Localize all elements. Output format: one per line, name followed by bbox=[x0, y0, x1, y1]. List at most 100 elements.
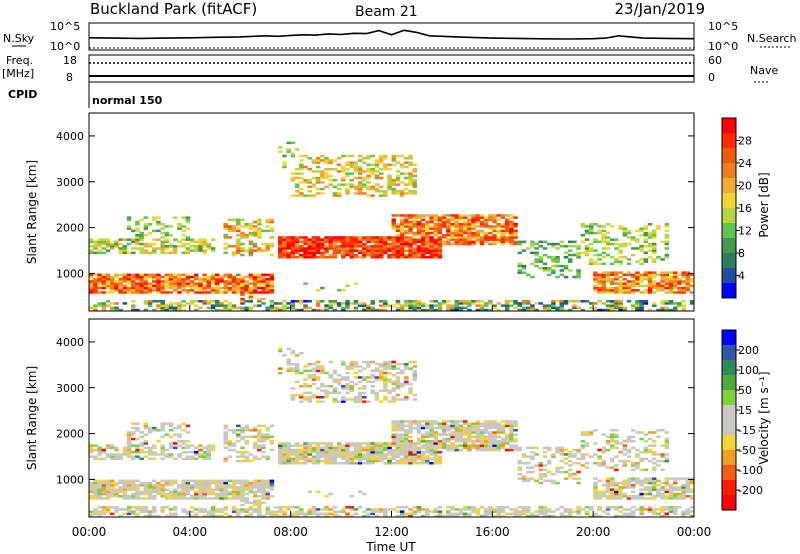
heatmap-cell bbox=[664, 508, 670, 511]
heatmap-cell bbox=[110, 457, 115, 461]
heatmap-cell bbox=[391, 448, 396, 452]
heatmap-cell bbox=[668, 510, 674, 513]
heatmap-cell bbox=[357, 365, 363, 368]
heatmap-cell bbox=[131, 486, 136, 489]
heatmap-cell bbox=[429, 440, 434, 443]
heatmap-cell bbox=[513, 446, 518, 450]
heatmap-cell bbox=[173, 481, 178, 485]
heatmap-cell bbox=[173, 238, 178, 241]
heatmap-cell bbox=[139, 490, 144, 494]
heatmap-cell bbox=[441, 242, 447, 246]
heatmap-cell bbox=[236, 242, 241, 246]
heatmap-cell bbox=[164, 251, 170, 255]
heatmap-cell bbox=[534, 251, 539, 255]
heatmap-cell bbox=[93, 286, 98, 290]
heatmap-cell bbox=[240, 446, 245, 450]
heatmap-cell bbox=[202, 302, 207, 305]
heatmap-cell bbox=[614, 464, 619, 467]
heatmap-cell bbox=[618, 251, 623, 255]
heatmap-cell bbox=[412, 442, 418, 445]
heatmap-cell bbox=[303, 455, 308, 458]
heatmap-cell bbox=[605, 289, 611, 292]
heatmap-cell bbox=[605, 273, 611, 277]
heatmap-cell bbox=[530, 262, 535, 266]
heatmap-cell bbox=[374, 174, 380, 178]
heatmap-cell bbox=[215, 304, 220, 307]
heatmap-cell bbox=[156, 304, 161, 307]
heatmap-cell bbox=[395, 236, 401, 239]
heatmap-cell bbox=[240, 231, 245, 235]
heatmap-cell bbox=[362, 387, 367, 390]
heatmap-cell bbox=[345, 367, 350, 370]
heatmap-cell bbox=[324, 385, 329, 388]
heatmap-cell bbox=[269, 488, 275, 491]
heatmap-cell bbox=[618, 249, 623, 252]
heatmap-cell bbox=[420, 424, 426, 428]
heatmap-cell bbox=[429, 442, 434, 445]
heatmap-cell bbox=[177, 306, 182, 310]
colorbar-tick-label: 100 bbox=[738, 364, 759, 377]
heatmap-cell bbox=[605, 512, 611, 516]
heatmap-cell bbox=[139, 247, 144, 250]
heatmap-cell bbox=[551, 264, 556, 268]
heatmap-cell bbox=[177, 286, 182, 290]
heatmap-cell bbox=[639, 247, 644, 250]
heatmap-cell bbox=[97, 278, 102, 281]
heatmap-cell bbox=[383, 360, 388, 364]
heatmap-cell bbox=[605, 242, 611, 246]
heatmap-cell bbox=[353, 168, 359, 171]
heatmap-cell bbox=[105, 242, 111, 246]
heatmap-cell bbox=[420, 462, 426, 465]
heatmap-cell bbox=[378, 247, 384, 250]
heatmap-cell bbox=[143, 510, 149, 513]
heatmap-cell bbox=[341, 183, 346, 186]
heatmap-cell bbox=[395, 446, 401, 450]
heatmap-cell bbox=[252, 242, 258, 246]
heatmap-cell bbox=[89, 488, 94, 491]
heatmap-cell bbox=[404, 225, 409, 228]
heatmap-cell bbox=[341, 236, 346, 239]
heatmap-cell bbox=[362, 183, 367, 186]
heatmap-cell bbox=[551, 300, 556, 303]
heatmap-cell bbox=[475, 231, 481, 235]
heatmap-cell bbox=[147, 514, 153, 518]
heatmap-cell bbox=[206, 455, 212, 458]
heatmap-cell bbox=[105, 479, 111, 483]
heatmap-cell bbox=[374, 170, 380, 173]
heatmap-cell bbox=[635, 302, 640, 305]
heatmap-cell bbox=[215, 484, 220, 487]
heatmap-cell bbox=[626, 262, 632, 266]
heatmap-cell bbox=[639, 262, 644, 266]
heatmap-cell bbox=[185, 488, 191, 491]
heatmap-cell bbox=[131, 251, 136, 255]
heatmap-cell bbox=[357, 170, 363, 173]
heatmap-cell bbox=[286, 453, 291, 456]
heatmap-cell bbox=[227, 273, 233, 277]
heatmap-cell bbox=[160, 284, 165, 288]
heatmap-cell bbox=[408, 236, 413, 239]
heatmap-cell bbox=[471, 444, 476, 447]
heatmap-cell bbox=[429, 308, 434, 312]
heatmap-cell bbox=[366, 380, 371, 384]
heatmap-cell bbox=[509, 420, 514, 423]
heatmap-cell bbox=[374, 398, 380, 401]
heatmap-cell bbox=[252, 501, 258, 505]
heatmap-cell bbox=[689, 488, 695, 491]
heatmap-cell bbox=[525, 466, 531, 469]
heatmap-cell bbox=[387, 187, 392, 191]
heatmap-cell bbox=[630, 280, 636, 283]
heatmap-cell bbox=[475, 422, 481, 425]
heatmap-cell bbox=[248, 481, 254, 485]
heatmap-cell bbox=[450, 437, 455, 441]
heatmap-cell bbox=[492, 424, 497, 428]
heatmap-cell bbox=[126, 508, 132, 511]
heatmap-cell bbox=[509, 227, 514, 230]
heatmap-cell bbox=[408, 183, 413, 186]
heatmap-cell bbox=[353, 240, 359, 244]
heatmap-cell bbox=[278, 444, 283, 447]
heatmap-cell bbox=[336, 444, 342, 447]
heatmap-cell bbox=[420, 426, 426, 430]
heatmap-cell bbox=[412, 256, 418, 259]
heatmap-cell bbox=[160, 446, 165, 450]
heatmap-cell bbox=[479, 442, 485, 445]
